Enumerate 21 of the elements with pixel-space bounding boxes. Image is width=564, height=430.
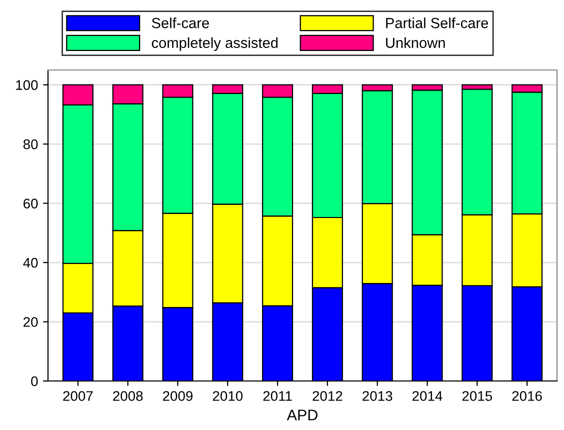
- legend-label: Self-care: [152, 17, 209, 28]
- x-tick-label: 2014: [412, 391, 442, 401]
- x-tick-label: 2013: [362, 391, 392, 401]
- y-tick-label: 100: [16, 80, 38, 90]
- x-tick-label: 2015: [462, 391, 492, 401]
- x-tick-label: 2016: [512, 391, 542, 401]
- y-tick-label: 20: [24, 317, 38, 327]
- x-axis-title: APD: [286, 410, 318, 420]
- x-tick-label: 2011: [263, 391, 292, 401]
- y-tick-label: 60: [24, 198, 38, 208]
- legend-label: Unknown: [386, 37, 445, 48]
- x-tick-label: 2009: [162, 391, 193, 401]
- legend-label: Partial Self-care: [386, 17, 488, 28]
- y-tick-label: 80: [23, 139, 38, 150]
- x-tick-label: 2008: [113, 391, 143, 401]
- x-tick-label: 2012: [312, 391, 342, 401]
- y-tick-label: 0: [31, 376, 38, 386]
- legend-label: completely assisted: [152, 37, 278, 51]
- x-tick-label: 2007: [63, 391, 93, 401]
- y-tick-label: 40: [23, 258, 38, 268]
- x-tick-label: 2010: [212, 391, 243, 401]
